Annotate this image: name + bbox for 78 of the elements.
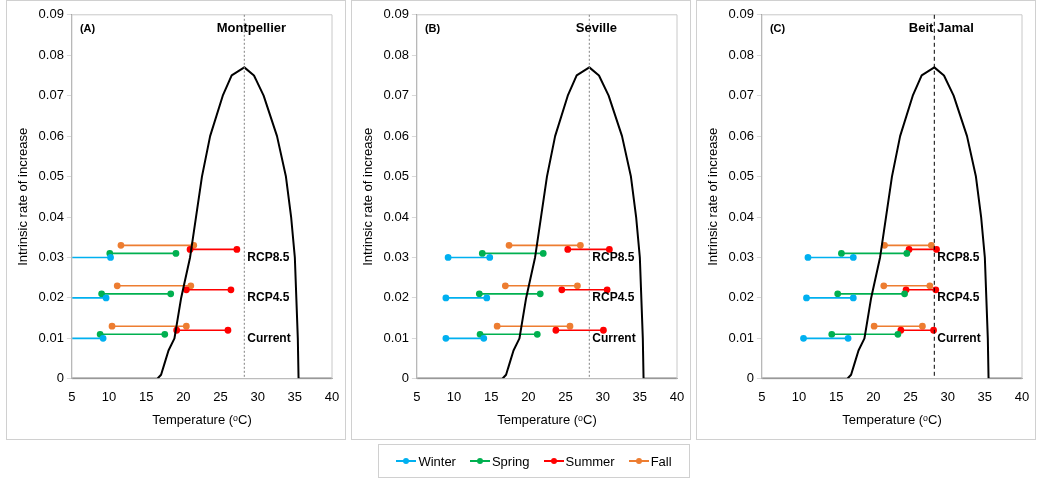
text: Beit Jamal: [908, 20, 974, 36]
x-tick-label: 20: [521, 389, 536, 405]
y-tick-label: 0.08: [38, 46, 64, 62]
y-tick-label: 0: [746, 370, 754, 386]
y-tick-label: 0.07: [728, 87, 754, 103]
y-axis-title: Intrinsic rate of increase: [360, 127, 376, 266]
y-tick-label: 0.09: [38, 6, 64, 22]
y-tick-label: 0.01: [38, 329, 64, 345]
text: Montpellier: [216, 20, 287, 36]
annotation: Current: [592, 330, 636, 345]
y-tick-label: 0.07: [38, 87, 64, 103]
x-tick-label: 30: [250, 389, 265, 405]
y-tick-label: 0.05: [383, 168, 409, 184]
annotation: RCP4.5: [247, 290, 290, 305]
annotation: RCP4.5: [937, 290, 980, 305]
x-axis-title: Temperature (ᵒC): [152, 411, 252, 427]
y-tick-label: 0.08: [728, 46, 754, 62]
annotation: (C): [769, 21, 786, 34]
x-tick-label: 10: [101, 389, 117, 405]
y-axis-title: Intrinsic rate of increase: [15, 127, 31, 266]
annotation: RCP8.5: [937, 249, 980, 264]
x-tick-label: 25: [903, 389, 918, 405]
x-tick-label: 20: [176, 389, 191, 405]
text: Seville: [575, 20, 617, 36]
annotation: (A): [79, 21, 96, 34]
annotation: (B): [424, 21, 441, 34]
y-tick-label: 0.06: [38, 127, 64, 143]
y-tick-label: 0.09: [383, 6, 409, 22]
y-tick-label: 0.02: [383, 289, 409, 305]
y-tick-label: 0.04: [383, 208, 409, 224]
x-tick-label: 5: [413, 389, 421, 405]
x-tick-label: 40: [1014, 389, 1030, 405]
x-tick-label: 30: [595, 389, 610, 405]
y-tick-label: 0.01: [383, 329, 409, 345]
x-tick-label: 35: [287, 389, 303, 405]
x-tick-label: 35: [977, 389, 993, 405]
x-axis-title: Temperature (ᵒC): [842, 411, 942, 427]
x-axis-title: Temperature (ᵒC): [497, 411, 597, 427]
legend-label: Winter: [418, 453, 456, 469]
annotation: RCP4.5: [592, 290, 635, 305]
y-tick-label: 0.05: [38, 168, 64, 184]
legend-label: Fall: [650, 453, 672, 469]
y-tick-label: 0.03: [728, 249, 754, 265]
y-tick-label: 0.03: [383, 249, 409, 265]
y-tick-label: 0.06: [728, 127, 754, 143]
y-tick-label: 0.03: [38, 249, 64, 265]
y-tick-label: 0.05: [728, 168, 754, 184]
annotation: RCP8.5: [247, 249, 290, 264]
y-tick-label: 0.02: [728, 289, 754, 305]
x-tick-label: 25: [213, 389, 228, 405]
x-tick-label: 5: [758, 389, 766, 405]
x-tick-label: 15: [828, 389, 844, 405]
x-tick-label: 15: [483, 389, 499, 405]
x-tick-label: 10: [791, 389, 807, 405]
y-tick-label: 0: [56, 370, 64, 386]
legend-label: Summer: [565, 453, 615, 469]
legend-label: Spring: [491, 453, 530, 469]
y-tick-label: 0.08: [383, 46, 409, 62]
x-tick-label: 40: [324, 389, 340, 405]
y-tick-label: 0.04: [38, 208, 64, 224]
x-tick-label: 10: [446, 389, 462, 405]
y-tick-label: 0.02: [38, 289, 64, 305]
x-tick-label: 40: [669, 389, 685, 405]
y-tick-label: 0.07: [383, 87, 409, 103]
y-tick-label: 0.09: [728, 6, 754, 22]
x-tick-label: 30: [940, 389, 955, 405]
x-tick-label: 35: [632, 389, 648, 405]
y-tick-label: 0.04: [728, 208, 754, 224]
y-axis-title: Intrinsic rate of increase: [705, 127, 721, 266]
y-tick-label: 0.06: [383, 127, 409, 143]
annotation: Current: [937, 330, 981, 345]
y-tick-label: 0: [401, 370, 409, 386]
annotation: Current: [247, 330, 291, 345]
x-tick-label: 20: [866, 389, 881, 405]
x-tick-label: 5: [68, 389, 76, 405]
x-tick-label: 25: [558, 389, 573, 405]
y-tick-label: 0.01: [728, 329, 754, 345]
x-tick-label: 15: [138, 389, 154, 405]
